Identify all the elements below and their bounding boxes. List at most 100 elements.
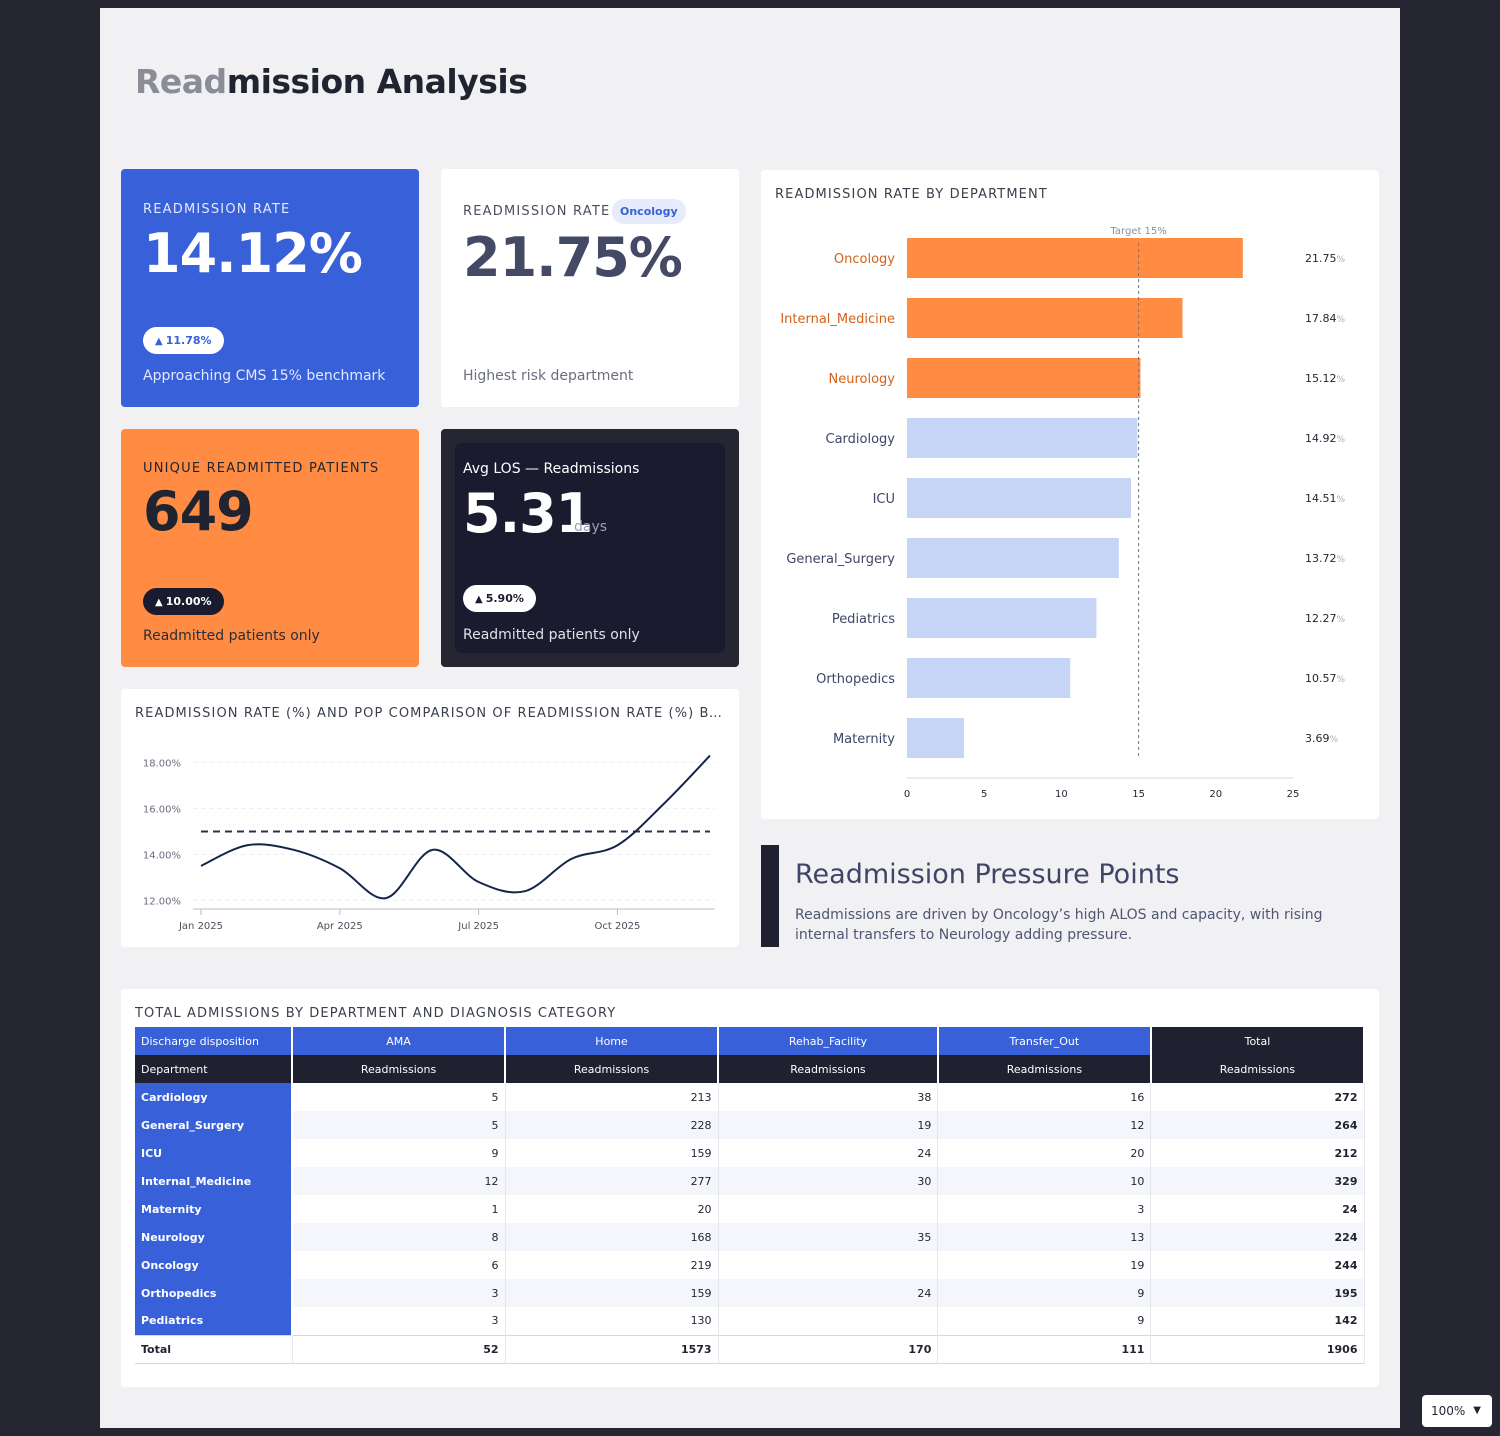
column-header[interactable]: Total: [1150, 1027, 1366, 1055]
delta-pill: ▲ 10.00%: [143, 588, 224, 615]
table-cell-total: 1573: [505, 1334, 719, 1364]
row-header: Maternity: [135, 1195, 293, 1223]
table-cell: 35: [718, 1223, 939, 1251]
kpi-card-oncology-rate: READMISSION RATE Oncology 21.75% Highest…: [441, 169, 739, 407]
bar-value-label: 3.69%: [1305, 732, 1339, 745]
table-row: Internal_Medicine 12 277 30 10 329: [135, 1167, 1365, 1195]
table-cell-total: 272: [1150, 1083, 1365, 1111]
table-cell: 19: [937, 1251, 1152, 1279]
zoom-value: 100%: [1431, 1404, 1466, 1418]
bar-value-label: 13.72%: [1305, 552, 1346, 565]
x-tick-label: Jan 2025: [178, 921, 223, 932]
admissions-pivot-table: Discharge disposition AMA Home Rehab_Fac…: [135, 1027, 1366, 1364]
kpi-value: 21.75%: [463, 226, 683, 289]
bar-internal_medicine: [907, 298, 1183, 338]
kpi-subtitle: Highest risk department: [463, 368, 634, 384]
table-cell: 38: [718, 1083, 939, 1111]
callout-body: Readmissions are driven by Oncology’s hi…: [795, 907, 1323, 943]
delta-pill: ▲ 11.78%: [143, 327, 224, 354]
row-header: Cardiology: [135, 1083, 293, 1111]
bar-cardiology: [907, 418, 1138, 458]
bar-value-label: 21.75%: [1305, 252, 1346, 265]
x-tick-label: 25: [1287, 789, 1300, 800]
bar-orthopedics: [907, 658, 1071, 698]
column-subheader[interactable]: Readmissions: [937, 1055, 1152, 1083]
row-header: Internal_Medicine: [135, 1167, 293, 1195]
bar-general_surgery: [907, 538, 1119, 578]
bar-neurology: [907, 358, 1141, 398]
column-subheader[interactable]: Department: [135, 1055, 293, 1083]
pressure-points-callout: Readmission Pressure Points Readmissions…: [761, 845, 1379, 947]
column-subheader[interactable]: Readmissions: [1150, 1055, 1366, 1083]
admissions-table-card: TOTAL ADMISSIONS BY DEPARTMENT AND DIAGN…: [121, 989, 1379, 1387]
row-header: Pediatrics: [135, 1307, 293, 1335]
kpi-inner-panel: Avg LOS — Readmissions 5.31 days ▲ 5.90% …: [455, 443, 725, 653]
table-cell-total: 170: [718, 1334, 939, 1364]
y-tick-label: 14.00%: [143, 850, 181, 861]
table-row: Orthopedics 3 159 24 9 195: [135, 1279, 1365, 1307]
x-tick-label: 0: [904, 789, 910, 800]
bar-category-label: Oncology: [834, 252, 895, 267]
table-cell: 12: [292, 1167, 506, 1195]
triangle-up-icon: ▲: [155, 597, 163, 608]
bar-category-label: Pediatrics: [832, 612, 895, 627]
kpi-value: 14.12%: [143, 222, 363, 285]
target-label: Target 15%: [1109, 226, 1166, 237]
column-subheader[interactable]: Readmissions: [718, 1055, 939, 1083]
delta-pill: ▲ 5.90%: [463, 585, 536, 612]
zoom-select[interactable]: 100% ▼: [1422, 1395, 1492, 1427]
table-row: General_Surgery 5 228 19 12 264: [135, 1111, 1365, 1139]
table-cell: 10: [937, 1167, 1152, 1195]
y-tick-label: 12.00%: [143, 896, 181, 907]
column-header[interactable]: Discharge disposition: [135, 1027, 293, 1055]
table-row: Neurology 8 168 35 13 224: [135, 1223, 1365, 1251]
column-header[interactable]: AMA: [292, 1027, 507, 1055]
x-tick-label: 5: [981, 789, 987, 800]
table-cell-total: 111: [937, 1334, 1152, 1364]
column-subheader[interactable]: Readmissions: [292, 1055, 507, 1083]
table-cell: 3: [937, 1195, 1152, 1223]
monthly-rate-line-chart-card: READMISSION RATE (%) AND POP COMPARISON …: [121, 689, 739, 947]
table-cell-total: 1906: [1150, 1334, 1365, 1364]
bar-pediatrics: [907, 598, 1097, 638]
table-row: Maternity 1 20 3 24: [135, 1195, 1365, 1223]
table-cell: 24: [718, 1139, 939, 1167]
y-tick-label: 18.00%: [143, 758, 181, 769]
kpi-value: 649: [143, 480, 254, 543]
column-header[interactable]: Rehab_Facility: [718, 1027, 939, 1055]
column-subheader[interactable]: Readmissions: [505, 1055, 720, 1083]
table-row: Cardiology 5 213 38 16 272: [135, 1083, 1365, 1111]
callout-accent-bar: [761, 845, 779, 947]
table-cell: 3: [292, 1279, 506, 1307]
table-cell: 9: [937, 1307, 1152, 1335]
table-cell-total: 212: [1150, 1139, 1365, 1167]
table-cell: 5: [292, 1083, 506, 1111]
table-cell: 130: [505, 1307, 719, 1335]
table-cell: [718, 1307, 939, 1335]
table-cell-total: 52: [292, 1334, 506, 1364]
bar-category-label: General_Surgery: [786, 552, 895, 567]
table-cell-total: 244: [1150, 1251, 1365, 1279]
kpi-value: 5.31: [463, 482, 593, 545]
column-header[interactable]: Transfer_Out: [937, 1027, 1152, 1055]
bar-value-label: 10.57%: [1305, 672, 1346, 685]
department-badge: Oncology: [612, 199, 686, 224]
x-tick-label: Oct 2025: [594, 921, 640, 932]
row-header: Total: [135, 1334, 293, 1364]
bar-value-label: 17.84%: [1305, 312, 1346, 325]
table-cell: 1: [292, 1195, 506, 1223]
row-header: Orthopedics: [135, 1279, 293, 1307]
table-cell: 277: [505, 1167, 719, 1195]
kpi-label: Avg LOS — Readmissions: [463, 461, 640, 477]
column-header[interactable]: Home: [505, 1027, 720, 1055]
kpi-subtitle: Readmitted patients only: [463, 627, 640, 643]
row-header: Neurology: [135, 1223, 293, 1251]
table-cell-total: 224: [1150, 1223, 1365, 1251]
table-cell: 20: [937, 1139, 1152, 1167]
x-tick-label: Jul 2025: [457, 921, 499, 932]
bar-value-label: 14.92%: [1305, 432, 1346, 445]
x-tick-label: 15: [1132, 789, 1145, 800]
chevron-down-icon: ▼: [1473, 1405, 1481, 1416]
dashboard-page: Readmission Analysis READMISSION RATE 14…: [100, 8, 1400, 1428]
monthly-rate-line-chart: 12.00% 14.00% 16.00% 18.00% Jan 2025 Apr 2025…: [143, 754, 715, 932]
